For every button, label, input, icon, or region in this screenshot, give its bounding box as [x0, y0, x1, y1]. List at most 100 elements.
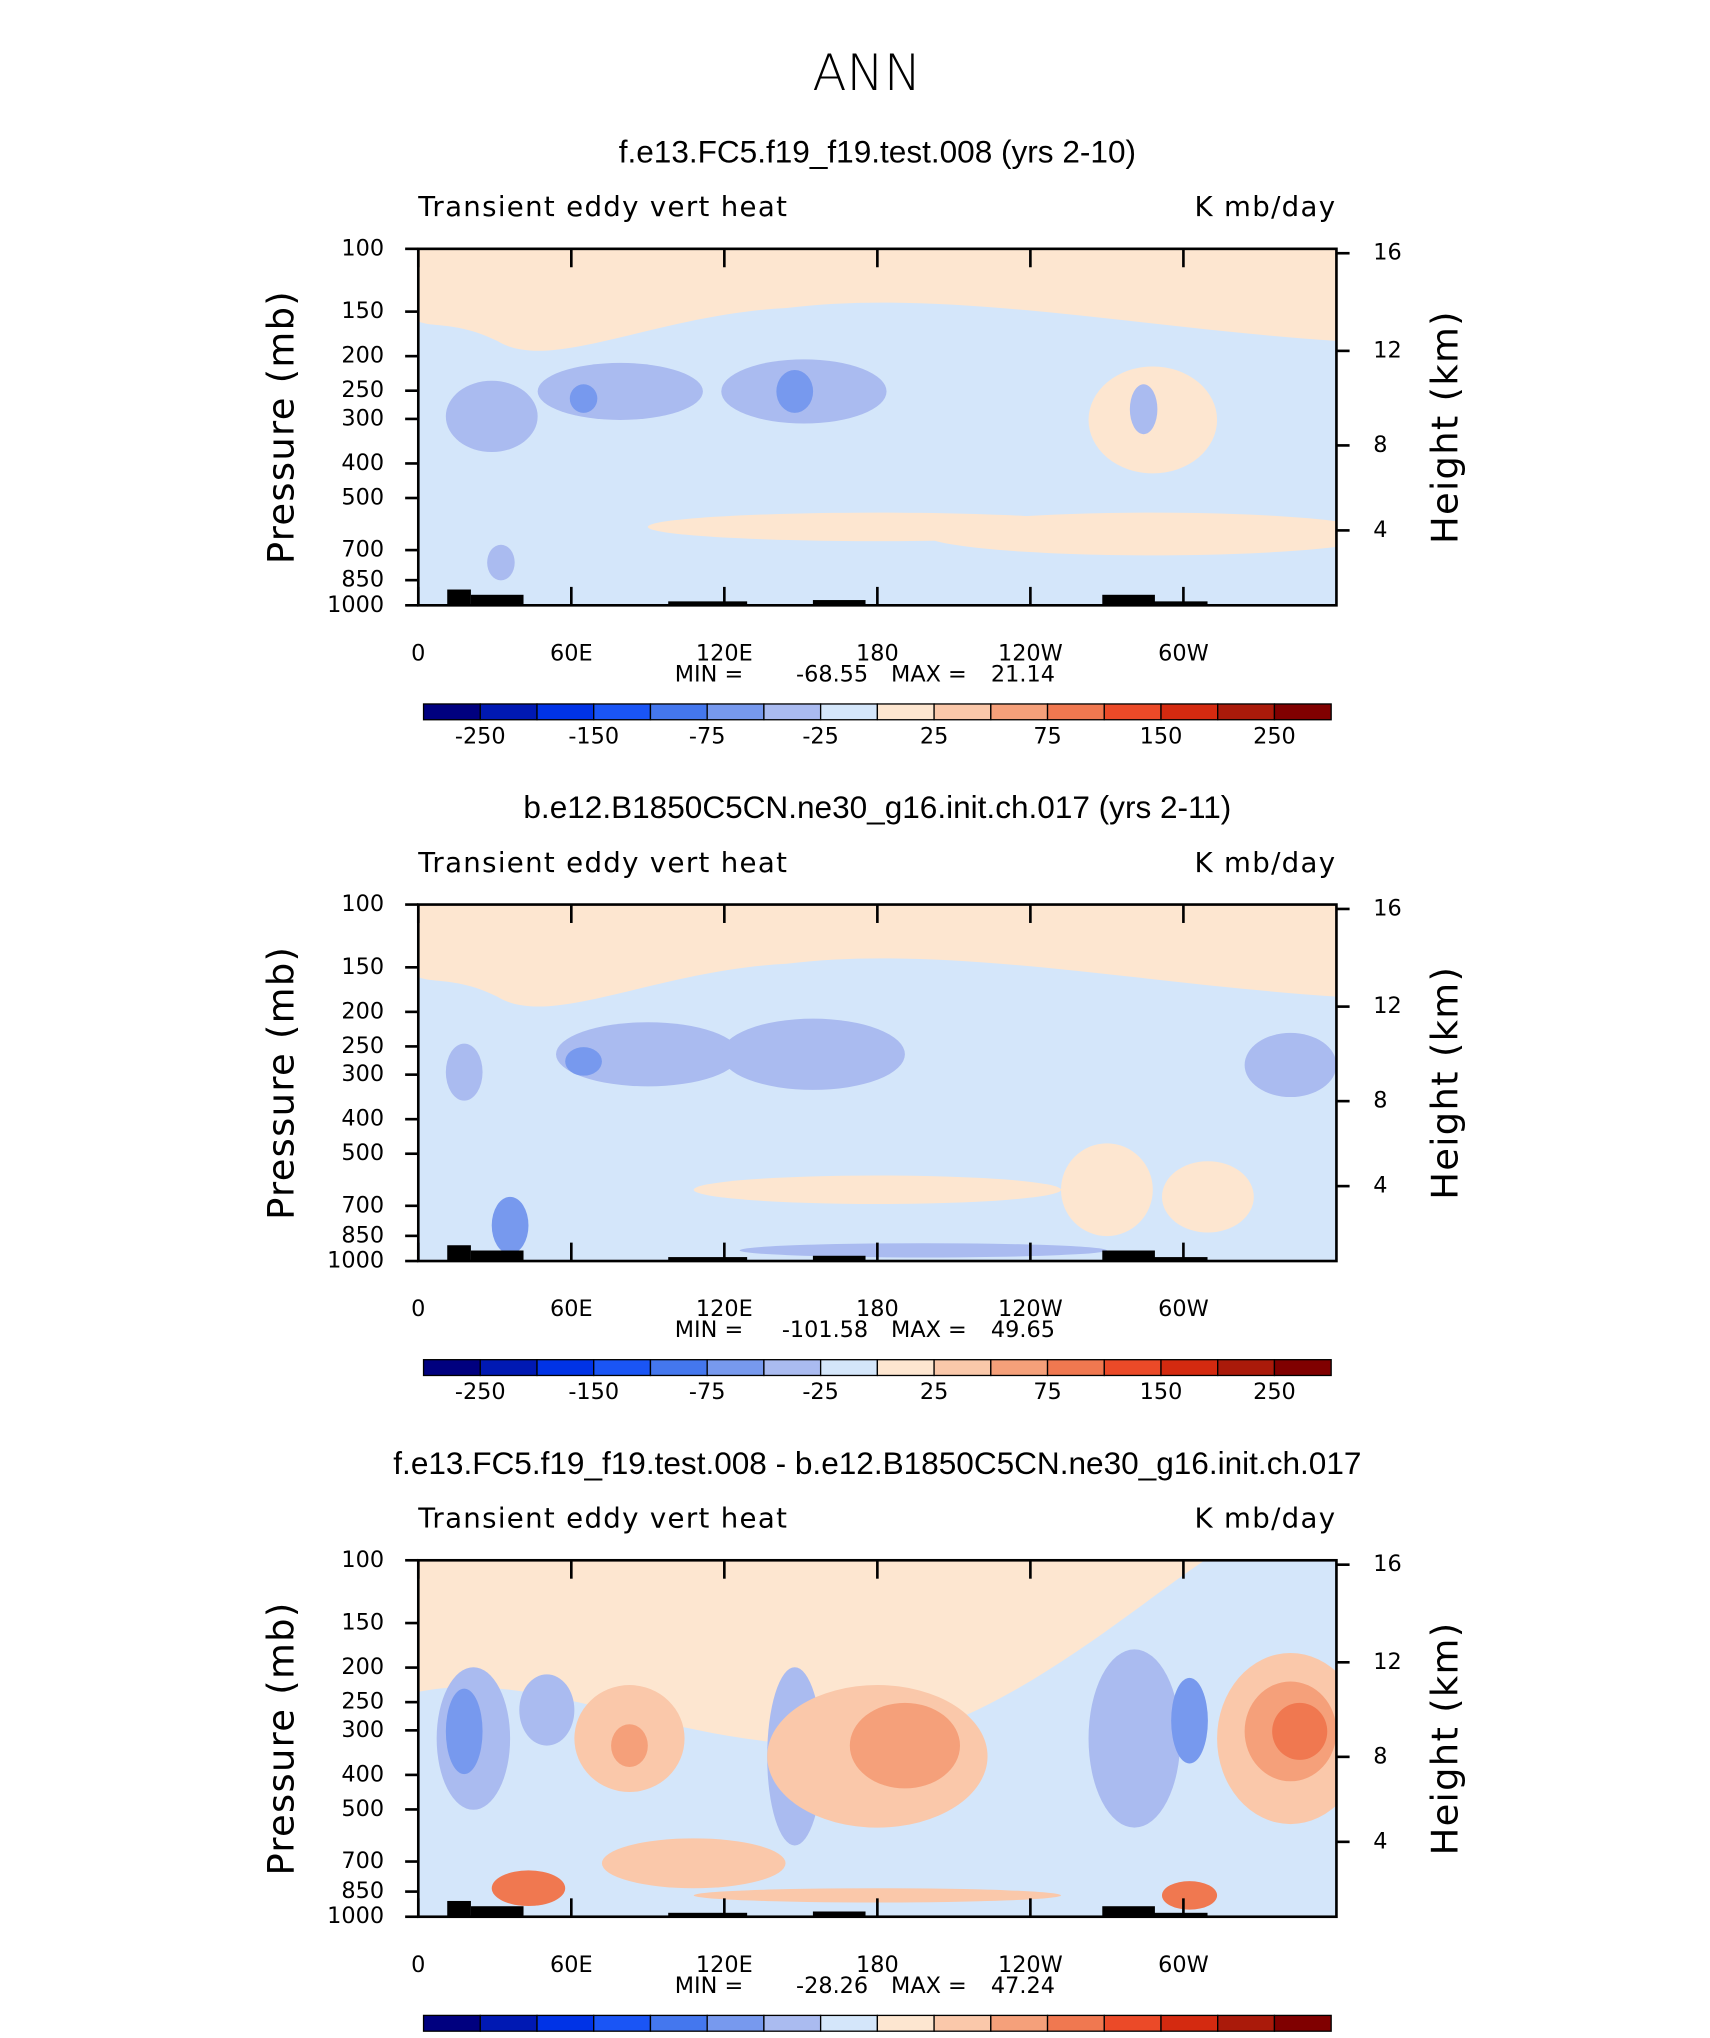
y2-tick-label: 12 — [1373, 337, 1401, 363]
y-tick-label: 500 — [341, 1796, 384, 1822]
colorbar-box — [763, 703, 822, 721]
y2-tick-label: 4 — [1373, 1173, 1387, 1199]
colorbar-box — [876, 2014, 935, 2032]
right-label: K mb/day — [1195, 190, 1337, 223]
y-tick-label: 250 — [341, 377, 384, 403]
field-blob — [849, 1702, 960, 1789]
colorbar-label: 80 — [1203, 2035, 1231, 2038]
terrain — [497, 597, 521, 606]
colorbar-label: 75 — [1033, 723, 1061, 749]
colorbar-label: -75 — [689, 723, 726, 749]
field-blob — [611, 1724, 648, 1768]
field-blob — [1088, 1649, 1181, 1828]
y-tick-label: 850 — [341, 1222, 384, 1248]
y2-tick-label: 16 — [1373, 895, 1401, 921]
colorbar-box — [479, 1359, 538, 1377]
field — [418, 248, 1337, 606]
colorbar-box — [422, 2014, 481, 2032]
field-upper-band — [418, 248, 1337, 351]
colorbar-box — [536, 703, 595, 721]
terrain — [447, 589, 471, 606]
y-tick-label: 1000 — [327, 592, 384, 618]
x-tick-label: 180 — [856, 1952, 899, 1978]
y2-tick-label: 12 — [1373, 1649, 1401, 1675]
colorbar-label: -250 — [455, 1379, 506, 1405]
terrain — [1102, 1250, 1155, 1262]
x-tick-label: 120E — [696, 1952, 753, 1978]
panel-title: b.e12.B1850C5CN.ne30_g16.init.ch.017 (yr… — [523, 789, 1231, 825]
field — [418, 904, 1337, 1262]
y-tick-label: 200 — [341, 998, 384, 1024]
panel-title: f.e13.FC5.f19_f19.test.008 (yrs 2-10) — [619, 133, 1136, 169]
colorbar-box — [1160, 2014, 1219, 2032]
x-tick-label: 180 — [856, 1296, 899, 1322]
terrain — [1135, 1912, 1208, 1917]
x-tick-label: 60E — [550, 640, 593, 666]
y-tick-label: 700 — [341, 537, 384, 563]
colorbar-box — [763, 1359, 822, 1377]
colorbar-box — [763, 2014, 822, 2032]
colorbar-label: -25 — [802, 1379, 839, 1405]
x-tick-label: 120E — [696, 1296, 753, 1322]
min-value: -68.55 — [796, 662, 868, 688]
colorbar-box — [1217, 703, 1276, 721]
colorbar-label: -150 — [568, 1379, 619, 1405]
terrain — [812, 1911, 866, 1917]
colorbar-box — [593, 2014, 652, 2032]
y-tick-label: 300 — [341, 1061, 384, 1087]
y2-axis-label: Height (km) — [1423, 310, 1466, 544]
colorbar-box — [536, 2014, 595, 2032]
colorbar-box — [990, 1359, 1049, 1377]
y-tick-label: 200 — [341, 1654, 384, 1680]
y2-tick-label: 16 — [1373, 1551, 1401, 1577]
terrain — [668, 1912, 748, 1917]
colorbar-box — [819, 703, 879, 721]
colorbar-label: 150 — [1140, 1379, 1183, 1405]
max-label: MAX = — [891, 1973, 967, 1999]
left-label: Transient eddy vert heat — [417, 1502, 788, 1535]
colorbar-box — [1103, 1359, 1162, 1377]
left-label: Transient eddy vert heat — [417, 190, 788, 223]
colorbar-label: 0 — [870, 2035, 884, 2038]
y-tick-label: 250 — [341, 1033, 384, 1059]
y-tick-label: 700 — [341, 1848, 384, 1874]
colorbar-label: -250 — [455, 723, 506, 749]
colorbar-label: 75 — [1033, 1379, 1061, 1405]
y-tick-label: 700 — [341, 1192, 384, 1218]
terrain — [1135, 601, 1208, 606]
colorbar-box — [706, 2014, 765, 2032]
panel: f.e13.FC5.f19_f19.test.008 - b.e12.B1850… — [259, 1445, 1466, 2038]
field-blob — [776, 370, 814, 413]
colorbar-box — [1160, 703, 1219, 721]
y-tick-label: 100 — [341, 235, 384, 261]
y-tick-label: 200 — [341, 343, 384, 369]
x-tick-label: 120W — [998, 640, 1063, 666]
terrain — [447, 1900, 471, 1917]
colorbar-label: -10 — [746, 2035, 783, 2038]
colorbar-box — [422, 1359, 481, 1377]
colorbar-label: 40 — [1090, 2035, 1118, 2038]
colorbar-label: -80 — [519, 2035, 556, 2038]
colorbar-label: -25 — [802, 723, 839, 749]
max-value: 21.14 — [991, 662, 1055, 688]
terrain — [812, 600, 866, 606]
colorbar-label: 10 — [977, 2035, 1005, 2038]
colorbar-label: -40 — [632, 2035, 669, 2038]
colorbar-box — [1103, 703, 1162, 721]
terrain — [447, 1245, 471, 1262]
field-blob — [519, 1674, 575, 1746]
colorbar-box — [1217, 1359, 1276, 1377]
colorbar-box — [1046, 2014, 1105, 2032]
y-tick-label: 100 — [341, 891, 384, 917]
y-tick-label: 400 — [341, 1106, 384, 1132]
colorbar-box — [933, 1359, 992, 1377]
x-tick-label: 0 — [411, 1952, 425, 1978]
colorbar-box — [422, 703, 481, 721]
max-value: 47.24 — [991, 1973, 1055, 1999]
field-blob — [537, 362, 703, 420]
y-tick-label: 850 — [341, 1878, 384, 1904]
colorbar-box — [593, 703, 652, 721]
field-upper-band — [418, 904, 1337, 1007]
colorbar-box — [1217, 2014, 1276, 2032]
